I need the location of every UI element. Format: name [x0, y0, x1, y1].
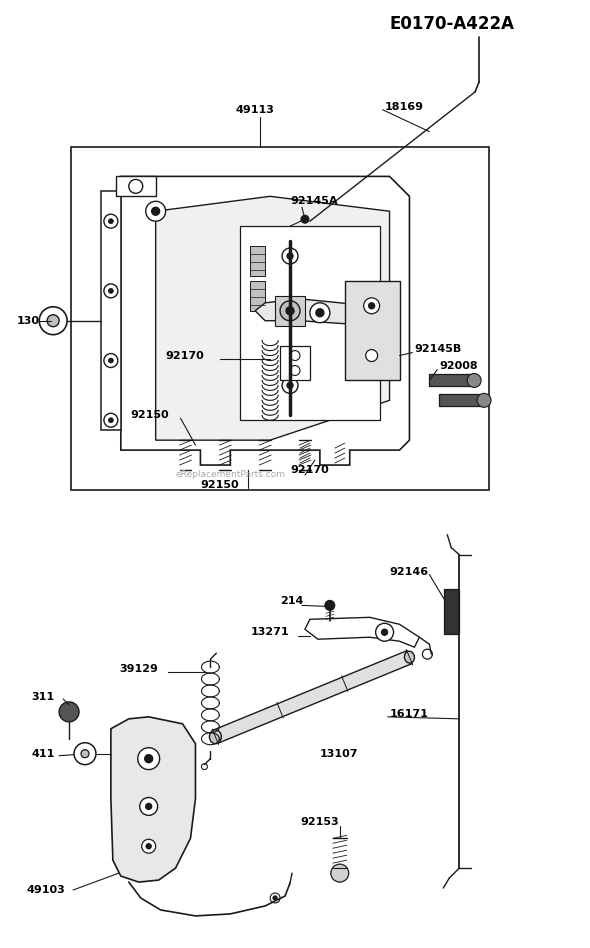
Circle shape — [477, 393, 491, 408]
Text: 92170: 92170 — [290, 465, 329, 475]
Text: 92150: 92150 — [131, 410, 169, 420]
Text: 92153: 92153 — [300, 817, 339, 828]
Circle shape — [104, 214, 118, 228]
Polygon shape — [121, 176, 409, 465]
Polygon shape — [156, 196, 389, 440]
Polygon shape — [240, 227, 379, 420]
Circle shape — [280, 301, 300, 320]
Text: eReplacementParts.com: eReplacementParts.com — [176, 470, 286, 480]
Text: 92150: 92150 — [201, 480, 239, 490]
Bar — [250, 281, 265, 311]
Circle shape — [352, 310, 358, 316]
Polygon shape — [255, 299, 385, 326]
Circle shape — [152, 208, 160, 215]
Circle shape — [287, 253, 293, 259]
Circle shape — [201, 764, 208, 770]
Circle shape — [290, 351, 300, 360]
Text: 214: 214 — [280, 596, 303, 607]
Bar — [116, 176, 156, 196]
Text: 13107: 13107 — [320, 749, 358, 758]
Circle shape — [382, 629, 388, 635]
Polygon shape — [213, 650, 412, 743]
Ellipse shape — [209, 730, 221, 744]
Polygon shape — [111, 717, 195, 882]
Polygon shape — [275, 296, 305, 326]
Circle shape — [467, 374, 481, 388]
Circle shape — [347, 305, 363, 320]
Circle shape — [109, 288, 113, 293]
Circle shape — [286, 307, 294, 315]
Text: E0170-A422A: E0170-A422A — [389, 15, 514, 33]
Bar — [440, 394, 484, 407]
Circle shape — [59, 702, 79, 721]
Text: 39129: 39129 — [119, 665, 158, 674]
Circle shape — [140, 797, 158, 815]
Circle shape — [282, 248, 298, 264]
Circle shape — [109, 358, 113, 363]
Circle shape — [137, 748, 160, 770]
Circle shape — [270, 893, 280, 903]
Text: 92146: 92146 — [389, 567, 429, 576]
Circle shape — [74, 742, 96, 765]
Bar — [250, 246, 265, 276]
Circle shape — [146, 201, 166, 221]
Circle shape — [363, 298, 379, 314]
Circle shape — [146, 844, 151, 848]
Text: 92145A: 92145A — [290, 196, 337, 207]
Circle shape — [104, 354, 118, 368]
Circle shape — [301, 215, 309, 223]
Circle shape — [104, 283, 118, 298]
Circle shape — [316, 309, 324, 317]
Circle shape — [273, 896, 277, 900]
Circle shape — [369, 302, 375, 309]
Circle shape — [310, 302, 330, 322]
Text: 13271: 13271 — [250, 628, 289, 637]
Circle shape — [366, 350, 378, 361]
Text: 92008: 92008 — [440, 360, 478, 371]
Circle shape — [109, 219, 113, 224]
Circle shape — [325, 600, 335, 611]
Circle shape — [422, 649, 432, 659]
Text: 92170: 92170 — [166, 351, 204, 360]
Text: 130: 130 — [17, 316, 40, 326]
Circle shape — [331, 865, 349, 882]
Circle shape — [81, 750, 89, 757]
Text: 16171: 16171 — [389, 709, 428, 719]
Circle shape — [142, 839, 156, 853]
Circle shape — [145, 755, 153, 762]
Circle shape — [129, 179, 143, 193]
Bar — [345, 281, 399, 380]
Circle shape — [146, 804, 152, 810]
Circle shape — [47, 315, 59, 327]
Circle shape — [104, 413, 118, 428]
Circle shape — [109, 418, 113, 423]
Text: 411: 411 — [31, 749, 55, 758]
Bar — [430, 374, 474, 387]
Text: 311: 311 — [31, 692, 54, 702]
Circle shape — [287, 382, 293, 389]
Ellipse shape — [405, 651, 414, 663]
Circle shape — [290, 366, 300, 375]
Text: 49103: 49103 — [27, 885, 65, 895]
Circle shape — [39, 307, 67, 335]
Polygon shape — [305, 617, 419, 647]
Bar — [280, 346, 310, 380]
Text: 92145B: 92145B — [414, 343, 462, 354]
Polygon shape — [101, 191, 121, 430]
Bar — [71, 147, 489, 490]
Circle shape — [282, 377, 298, 393]
Text: 18169: 18169 — [385, 101, 424, 112]
Text: 49113: 49113 — [235, 104, 274, 115]
Circle shape — [376, 623, 394, 641]
Bar — [444, 590, 459, 634]
